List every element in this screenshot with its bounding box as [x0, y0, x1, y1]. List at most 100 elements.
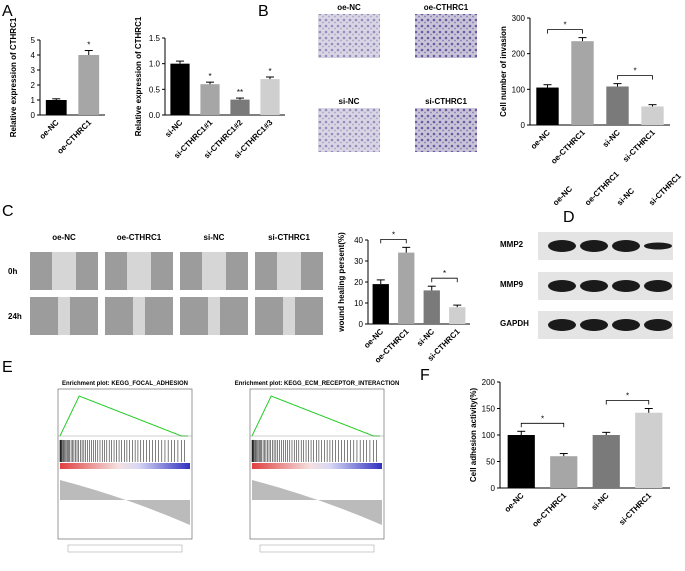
invasion-image — [415, 14, 477, 58]
sig-bracket — [605, 400, 650, 405]
x-tick-label: oe-NC — [362, 327, 385, 350]
sig-bracket — [547, 29, 583, 34]
bar — [423, 290, 440, 324]
y-tick-label: 0 — [31, 111, 36, 120]
y-tick-label: 1.5 — [149, 34, 161, 43]
sig-label: * — [208, 72, 211, 81]
bar — [635, 412, 663, 488]
sig-label: * — [541, 414, 544, 423]
bar — [449, 307, 466, 324]
x-tick-label: oe-NC — [38, 118, 61, 141]
row-label: 0h — [8, 267, 17, 276]
sig-bracket — [520, 422, 565, 428]
invasion-image — [318, 108, 380, 152]
panel-letter: B — [258, 3, 269, 20]
rank-bar — [60, 463, 190, 469]
panel-letter: D — [563, 209, 575, 226]
invasion-image — [415, 108, 477, 152]
x-tick-label: oe-CTHRC1 — [530, 491, 568, 529]
band — [612, 319, 640, 331]
band — [548, 240, 576, 252]
y-axis-label: Relative expression of CTHRC1 — [134, 16, 143, 136]
wound-gap — [202, 252, 226, 290]
y-tick-label: 4 — [31, 51, 36, 60]
x-tick-label: oe-CTHRC1 — [549, 128, 587, 166]
y-tick-label: 30 — [354, 257, 363, 266]
y-tick-label: 10 — [354, 299, 363, 308]
gsea-title: Enrichment plot: KEGG_ECM_RECEPTOR_INTER… — [235, 381, 400, 387]
y-axis-label: Relative expression of CTHRC1 — [9, 17, 18, 137]
y-tick-label: 5 — [31, 36, 36, 45]
sig-label: * — [443, 269, 446, 278]
bar — [230, 99, 250, 115]
y-tick-label: 1.0 — [149, 60, 161, 69]
sig-label: * — [626, 392, 629, 401]
y-tick-label: 0 — [521, 121, 526, 130]
bar — [78, 55, 100, 115]
bar — [507, 435, 535, 488]
band — [580, 280, 608, 292]
x-tick-label: si-CTHRC1 — [617, 491, 653, 527]
panel-letter: F — [420, 367, 430, 384]
band — [580, 319, 608, 331]
bar — [398, 252, 415, 324]
bar — [260, 79, 280, 115]
wound-gap — [208, 297, 220, 335]
y-tick-label: 20 — [354, 278, 363, 287]
bar — [641, 106, 664, 125]
y-tick-label: 40 — [354, 236, 363, 245]
panel-letter: A — [2, 3, 13, 20]
panel-letter: E — [2, 359, 13, 376]
x-tick-label: oe-NC — [503, 491, 526, 514]
rank-bar — [252, 463, 382, 469]
gsea-legend — [259, 544, 375, 553]
wound-gap — [283, 297, 295, 335]
column-label: oe-CTHRC1 — [117, 233, 162, 242]
sig-label: * — [268, 67, 271, 76]
wound-gap — [133, 297, 145, 335]
bar — [571, 41, 594, 125]
ranked-metric — [60, 480, 190, 525]
lane-label: si-CTHRC1 — [647, 171, 683, 207]
x-tick-label: si-NC — [163, 118, 184, 139]
band — [612, 280, 640, 292]
gsea-frame — [57, 388, 193, 540]
sig-label: * — [563, 21, 566, 30]
es-curve — [59, 395, 188, 437]
x-tick-label: oe-CTHRC1 — [55, 118, 93, 156]
sig-bracket — [380, 238, 407, 244]
wound-gap — [52, 252, 76, 290]
y-axis-label: Cell number of invasion — [499, 26, 508, 117]
band — [644, 280, 672, 292]
invasion-image — [318, 14, 380, 58]
y-tick-label: 2 — [31, 81, 36, 90]
gsea-legend — [67, 544, 183, 553]
band — [580, 240, 608, 252]
es-curve — [251, 395, 380, 437]
y-tick-label: 0.5 — [149, 85, 161, 94]
lane-label: oe-NC — [551, 184, 574, 207]
column-label: oe-NC — [52, 233, 76, 242]
bar — [536, 87, 559, 125]
bar — [170, 63, 190, 115]
image-label: oe-CTHRC1 — [424, 3, 469, 12]
y-tick-label: 1 — [31, 96, 36, 105]
bar — [606, 86, 629, 125]
wound-gap — [277, 252, 301, 290]
gsea-frame — [249, 388, 385, 540]
sig-label: * — [633, 67, 636, 76]
x-tick-label: si-CTHRC1 — [621, 128, 657, 164]
sig-bracket — [617, 75, 653, 80]
y-axis-label: wound healing persent(%) — [337, 232, 346, 333]
image-label: si-CTHRC1 — [425, 97, 467, 106]
band — [612, 240, 640, 252]
protein-label: MMP9 — [500, 280, 524, 289]
protein-label: MMP2 — [500, 240, 524, 249]
y-tick-label: 0 — [491, 484, 496, 493]
x-tick-label: si-NC — [415, 327, 436, 348]
column-label: si-NC — [204, 233, 225, 242]
bar — [550, 456, 578, 488]
y-tick-label: 200 — [512, 50, 526, 59]
y-tick-label: 0.0 — [149, 111, 161, 120]
